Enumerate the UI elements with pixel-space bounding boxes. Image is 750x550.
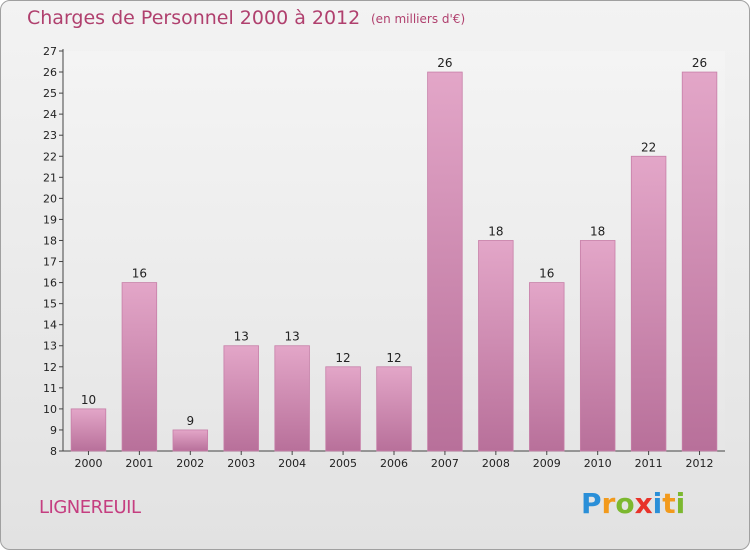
y-tick-label: 24 (43, 108, 57, 121)
x-tick-label: 2005 (329, 457, 357, 470)
y-tick-label: 20 (43, 192, 57, 205)
bar (325, 366, 361, 452)
bar (70, 408, 107, 452)
bar-value-label: 10 (81, 393, 96, 407)
y-tick-label: 26 (43, 66, 57, 79)
y-tick-label: 21 (43, 171, 57, 184)
bar (172, 429, 209, 452)
logo-letter: r (601, 487, 616, 520)
y-tick-label: 22 (43, 150, 57, 163)
y-tick-label: 18 (43, 234, 57, 247)
x-tick-label: 2004 (278, 457, 306, 470)
x-tick-label: 2012 (686, 457, 714, 470)
bar (529, 282, 565, 452)
y-tick-label: 10 (43, 403, 57, 416)
x-tick-label: 2009 (533, 457, 561, 470)
x-tick-label: 2001 (125, 457, 153, 470)
bar (274, 345, 310, 452)
y-tick-label: 9 (50, 424, 57, 437)
bar-value-label: 12 (335, 351, 350, 365)
bar (121, 282, 158, 452)
bar (478, 240, 514, 452)
bar (579, 240, 616, 452)
bar-value-label: 9 (186, 414, 194, 428)
y-tick-label: 25 (43, 87, 57, 100)
bar (630, 155, 667, 452)
x-tick-label: 2003 (227, 457, 255, 470)
bar-value-label: 22 (641, 140, 656, 154)
proxiti-logo: Proxiti (581, 487, 685, 520)
x-tick-label: 2002 (176, 457, 204, 470)
y-tick-label: 23 (43, 129, 57, 142)
y-tick-label: 13 (43, 340, 57, 353)
logo-letter: x (634, 487, 653, 520)
y-tick-label: 19 (43, 213, 57, 226)
y-tick-label: 27 (43, 45, 57, 58)
logo-letter: P (581, 487, 602, 520)
bar (427, 71, 463, 452)
bar-value-label: 18 (590, 224, 605, 238)
bar-value-label: 16 (132, 267, 147, 281)
bar (223, 345, 259, 452)
x-tick-label: 2008 (482, 457, 510, 470)
x-tick-label: 2000 (74, 457, 102, 470)
y-tick-label: 14 (43, 319, 57, 332)
chart-title: Charges de Personnel 2000 à 2012 (27, 7, 361, 29)
logo-letter: i (652, 487, 663, 520)
x-tick-label: 2007 (431, 457, 459, 470)
bar-value-label: 18 (488, 224, 503, 238)
y-tick-label: 16 (43, 277, 57, 290)
logo-letter: i (675, 487, 686, 520)
y-tick-label: 8 (50, 445, 57, 458)
bar-value-label: 16 (539, 267, 554, 281)
bar-value-label: 26 (437, 56, 452, 70)
y-tick-label: 12 (43, 361, 57, 374)
commune-name: LIGNEREUIL (39, 497, 141, 518)
bar-value-label: 13 (234, 330, 249, 344)
bar (376, 366, 412, 452)
logo-letter: o (615, 487, 635, 520)
bar-value-label: 26 (692, 56, 707, 70)
y-tick-label: 15 (43, 298, 57, 311)
bar-value-label: 13 (285, 330, 300, 344)
logo-letter: t (662, 487, 676, 520)
bar (681, 71, 718, 452)
x-tick-label: 2010 (584, 457, 612, 470)
chart-subtitle: (en milliers d'€) (371, 12, 466, 26)
y-tick-label: 11 (43, 382, 57, 395)
bar-value-label: 12 (386, 351, 401, 365)
y-tick-label: 17 (43, 256, 57, 269)
x-tick-label: 2006 (380, 457, 408, 470)
x-tick-label: 2011 (635, 457, 663, 470)
